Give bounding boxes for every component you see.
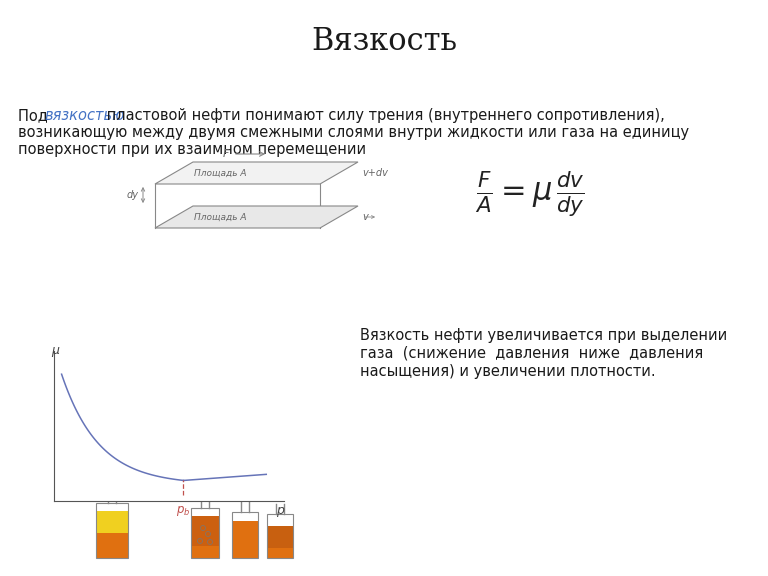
Text: μ: μ xyxy=(51,344,59,357)
Bar xyxy=(96,503,128,558)
Text: dy: dy xyxy=(127,190,139,200)
Text: возникающую между двумя смежными слоями внутри жидкости или газа на единицу: возникающую между двумя смежными слоями … xyxy=(18,125,689,140)
Text: Площадь A: Площадь A xyxy=(194,213,247,222)
Text: поверхности при их взаимном перемещении: поверхности при их взаимном перемещении xyxy=(18,142,366,157)
Text: Вязкость нефти увеличивается при выделении: Вязкость нефти увеличивается при выделен… xyxy=(360,328,727,343)
Bar xyxy=(191,516,219,545)
Polygon shape xyxy=(155,162,358,184)
Bar xyxy=(233,521,257,545)
Bar xyxy=(191,545,219,558)
Text: Вязкость: Вязкость xyxy=(311,26,457,57)
Bar xyxy=(233,545,257,558)
Text: насыщения) и увеличении плотности.: насыщения) и увеличении плотности. xyxy=(360,364,656,379)
Text: v: v xyxy=(362,212,368,222)
Text: F: F xyxy=(223,149,229,159)
Bar xyxy=(267,525,293,548)
Text: вязкостью: вязкостью xyxy=(44,108,124,123)
Bar xyxy=(97,532,127,558)
Bar xyxy=(97,510,127,532)
Bar xyxy=(232,512,258,558)
Text: Площадь A: Площадь A xyxy=(194,169,247,177)
Bar xyxy=(267,548,293,558)
Text: v+dv: v+dv xyxy=(362,168,388,178)
Text: пластовой нефти понимают силу трения (внутреннего сопротивления),: пластовой нефти понимают силу трения (вн… xyxy=(102,108,665,123)
Text: p: p xyxy=(276,503,283,517)
Polygon shape xyxy=(155,206,358,228)
Bar xyxy=(191,508,219,558)
Text: газа  (снижение  давления  ниже  давления: газа (снижение давления ниже давления xyxy=(360,346,703,361)
Bar xyxy=(267,514,293,558)
Text: Под: Под xyxy=(18,108,52,123)
Text: $\frac{F}{A} = \mu \, \frac{dv}{dy}$: $\frac{F}{A} = \mu \, \frac{dv}{dy}$ xyxy=(475,169,585,219)
Text: $p_b$: $p_b$ xyxy=(177,503,190,517)
